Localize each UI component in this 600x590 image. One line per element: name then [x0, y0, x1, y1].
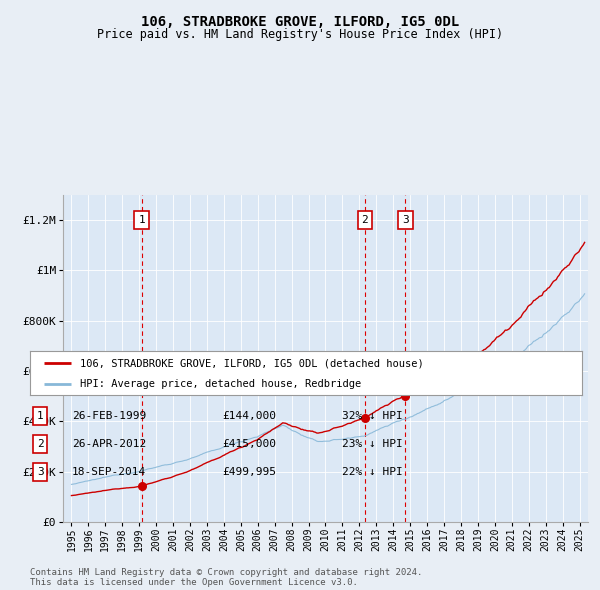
Text: 106, STRADBROKE GROVE, ILFORD, IG5 0DL: 106, STRADBROKE GROVE, ILFORD, IG5 0DL	[141, 15, 459, 29]
Text: 22% ↓ HPI: 22% ↓ HPI	[342, 467, 403, 477]
Text: 23% ↓ HPI: 23% ↓ HPI	[342, 439, 403, 448]
Text: 3: 3	[402, 215, 409, 225]
Text: 1: 1	[37, 411, 44, 421]
Text: £499,995: £499,995	[222, 467, 276, 477]
Text: £144,000: £144,000	[222, 411, 276, 421]
Text: 106, STRADBROKE GROVE, ILFORD, IG5 0DL (detached house): 106, STRADBROKE GROVE, ILFORD, IG5 0DL (…	[80, 359, 424, 368]
Text: 32% ↓ HPI: 32% ↓ HPI	[342, 411, 403, 421]
Text: 2: 2	[361, 215, 368, 225]
Text: 26-FEB-1999: 26-FEB-1999	[72, 411, 146, 421]
Text: 2: 2	[37, 439, 44, 448]
Text: 3: 3	[37, 467, 44, 477]
Text: 26-APR-2012: 26-APR-2012	[72, 439, 146, 448]
Text: HPI: Average price, detached house, Redbridge: HPI: Average price, detached house, Redb…	[80, 379, 361, 389]
Text: 18-SEP-2014: 18-SEP-2014	[72, 467, 146, 477]
Text: 1: 1	[139, 215, 145, 225]
Text: £415,000: £415,000	[222, 439, 276, 448]
Text: Contains HM Land Registry data © Crown copyright and database right 2024.
This d: Contains HM Land Registry data © Crown c…	[30, 568, 422, 587]
Text: Price paid vs. HM Land Registry's House Price Index (HPI): Price paid vs. HM Land Registry's House …	[97, 28, 503, 41]
